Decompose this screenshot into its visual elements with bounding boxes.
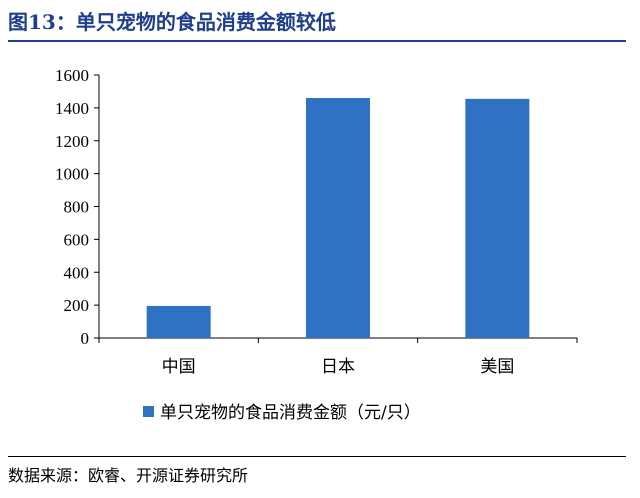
figure-title: 图13：单只宠物的食品消费金额较低 bbox=[8, 10, 336, 34]
y-tick-label: 1000 bbox=[55, 165, 89, 184]
x-category-label: 日本 bbox=[321, 357, 355, 377]
legend: 单只宠物的食品消费金额（元/只） bbox=[143, 403, 421, 423]
y-tick-label: 1600 bbox=[55, 66, 89, 85]
x-ticks bbox=[98, 338, 578, 343]
y-tick-label: 800 bbox=[64, 198, 90, 217]
x-category-label: 中国 bbox=[162, 357, 196, 377]
bars bbox=[146, 98, 530, 338]
title-rule bbox=[8, 40, 626, 42]
x-category-label: 美国 bbox=[480, 357, 514, 377]
bar-0 bbox=[146, 305, 211, 338]
y-tick-label: 600 bbox=[64, 230, 90, 249]
bar-1 bbox=[306, 98, 370, 338]
source-note: 数据来源：欧睿、开源证券研究所 bbox=[8, 466, 249, 485]
y-tick-label: 1200 bbox=[55, 132, 89, 151]
source-rule bbox=[8, 456, 626, 457]
y-ticks: 0 200 400 600 800 1000 1200 1400 1600 bbox=[55, 66, 99, 348]
bar-2 bbox=[465, 98, 530, 338]
bar-chart: 0 200 400 600 800 1000 1200 1400 1600 中国 日本 美国 单只宠… bbox=[55, 66, 578, 423]
legend-swatch bbox=[143, 406, 154, 417]
category-labels: 中国 日本 美国 bbox=[162, 357, 515, 377]
y-tick-label: 400 bbox=[64, 263, 90, 282]
legend-label: 单只宠物的食品消费金额（元/只） bbox=[160, 403, 421, 423]
y-tick-label: 1400 bbox=[55, 99, 89, 118]
y-tick-label: 0 bbox=[81, 329, 90, 348]
y-tick-label: 200 bbox=[64, 296, 90, 315]
